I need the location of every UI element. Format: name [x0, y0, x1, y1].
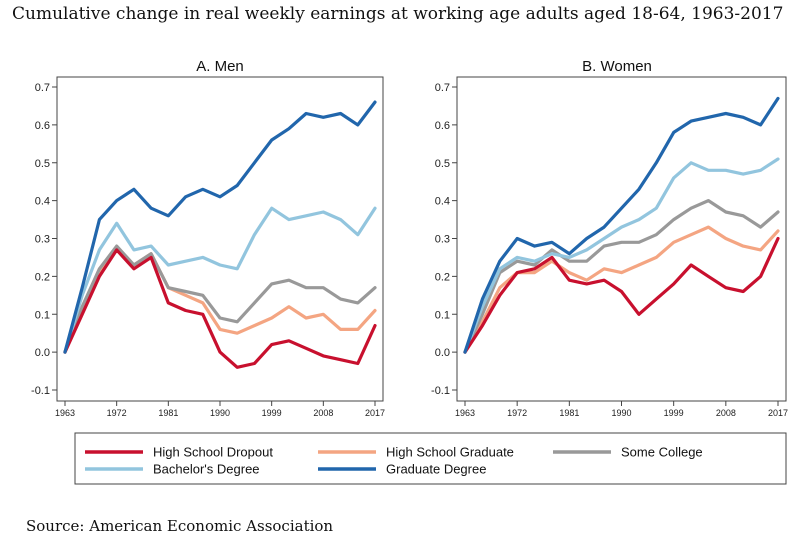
- y-tick-label: -0.1: [431, 385, 450, 397]
- y-tick-label: 0.1: [35, 309, 50, 321]
- series-line-sc: [463, 199, 780, 354]
- x-tick-label: 1972: [107, 408, 127, 418]
- plot-frame: [456, 76, 787, 402]
- y-tick-label: 0.1: [435, 309, 450, 321]
- y-tick-label: -0.1: [31, 385, 50, 397]
- legend-label: Bachelor's Degree: [153, 462, 260, 477]
- legend-label: Graduate Degree: [386, 462, 486, 477]
- legend-item-hsg: High School Graduate: [318, 445, 514, 460]
- y-tick-label: 0.2: [435, 271, 450, 283]
- y-tick-label: 0.7: [35, 82, 50, 94]
- series-line-gd: [63, 100, 377, 354]
- legend-item-hsd: High School Dropout: [85, 445, 273, 460]
- source-note: Source: American Economic Association: [26, 517, 334, 535]
- series-line-ba: [463, 157, 780, 354]
- x-tick-label: 1999: [262, 408, 282, 418]
- x-tick-label: 1981: [559, 408, 579, 418]
- x-tick-label: 1981: [158, 408, 178, 418]
- x-tick-label: 1999: [664, 408, 684, 418]
- y-tick-label: 0.3: [35, 234, 50, 246]
- y-tick-label: 0.4: [435, 196, 450, 208]
- legend-box: [74, 432, 787, 485]
- x-tick-label: 1963: [55, 408, 75, 418]
- legend-label: High School Graduate: [386, 445, 514, 460]
- panel-men: A. Men -0.1 0.0 0.1 0.2 0.3 0.4 0.5 0.6 0.7 1963 19…: [31, 58, 385, 418]
- legend-label: High School Dropout: [153, 445, 273, 460]
- y-tick-label: 0.6: [435, 120, 450, 132]
- y-tick-label: 0.0: [435, 347, 450, 359]
- series-line-ba: [63, 206, 377, 354]
- page-title: Cumulative change in real weekly earning…: [12, 4, 784, 24]
- y-tick-label: 0.7: [435, 82, 450, 94]
- x-tick-label: 1990: [611, 408, 631, 418]
- y-tick-label: 0.4: [35, 196, 50, 208]
- x-tick-label: 1972: [507, 408, 527, 418]
- series-line-gd: [463, 96, 780, 354]
- y-tick-label: 0.2: [35, 271, 50, 283]
- legend-item-gd: Graduate Degree: [318, 462, 486, 477]
- legend-label: Some College: [621, 445, 703, 460]
- y-tick-label: 0.5: [435, 158, 450, 170]
- x-tick-label: 1963: [455, 408, 475, 418]
- y-tick-label: 0.6: [35, 120, 50, 132]
- panel-women: B. Women -0.1 0.0 0.1 0.2 0.3 0.4 0.5 0.6 0.7 1963…: [431, 58, 788, 418]
- y-tick-label: 0.5: [35, 158, 50, 170]
- series-line-sc: [63, 244, 377, 354]
- panel-title: B. Women: [582, 58, 652, 75]
- x-tick-label: 1990: [210, 408, 230, 418]
- x-tick-label: 2008: [313, 408, 333, 418]
- x-tick-label: 2008: [716, 408, 736, 418]
- y-tick-label: 0.3: [435, 234, 450, 246]
- x-tick-label: 2017: [365, 408, 385, 418]
- series-line-hsd: [63, 248, 377, 369]
- x-tick-label: 2017: [768, 408, 788, 418]
- panel-title: A. Men: [196, 58, 244, 75]
- chart-legend: High School Dropout High School Graduate S…: [74, 432, 787, 485]
- legend-item-ba: Bachelor's Degree: [85, 462, 260, 477]
- earnings-chart: A. Men -0.1 0.0 0.1 0.2 0.3 0.4 0.5 0.6 0.7 1963 19…: [31, 58, 788, 485]
- series-line-hsd: [463, 236, 780, 354]
- legend-item-sc: Some College: [553, 445, 703, 460]
- plot-frame: [56, 76, 384, 402]
- y-tick-label: 0.0: [35, 347, 50, 359]
